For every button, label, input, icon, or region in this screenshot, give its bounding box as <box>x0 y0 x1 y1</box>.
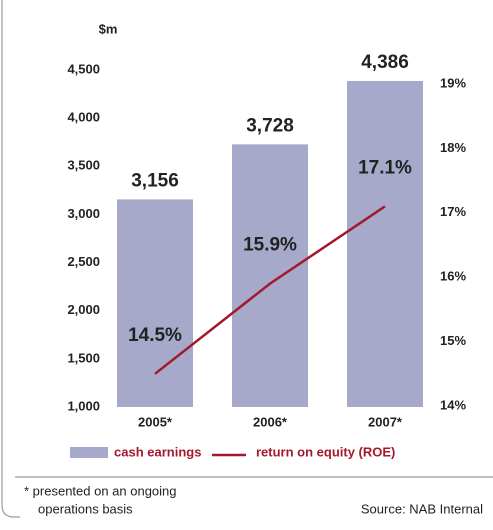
source: Source: NAB Internal <box>361 501 483 516</box>
y-tick-label: 1,500 <box>67 350 100 365</box>
y-tick-label: 2,000 <box>67 302 100 317</box>
line-value-label: 17.1% <box>358 157 412 178</box>
legend-label: return on equity (ROE) <box>256 444 395 459</box>
bar <box>117 199 193 407</box>
y2-tick-label: 17% <box>440 204 466 219</box>
y-tick-label: 3,000 <box>67 206 100 221</box>
y-tick-label: 3,500 <box>67 158 100 173</box>
y-tick-label: 4,500 <box>67 61 100 76</box>
bar <box>347 80 423 408</box>
y2-tick-label: 16% <box>440 269 466 284</box>
bar-value-label: 4,386 <box>361 52 409 73</box>
y-tick-label: 1,000 <box>67 398 100 413</box>
x-tick-label: 2005* <box>138 414 173 429</box>
bar <box>232 144 308 407</box>
x-tick-label: 2007* <box>368 414 403 429</box>
legend-label: cash earnings <box>114 444 201 459</box>
line-value-label: 14.5% <box>128 325 182 346</box>
line-value-label: 15.9% <box>243 235 297 256</box>
y-tick-label: 2,500 <box>67 254 100 269</box>
y2-tick-label: 19% <box>440 75 466 90</box>
line <box>154 205 386 375</box>
y-tick-label: 4,000 <box>67 110 100 125</box>
footnote: * presented on an ongoing <box>24 483 177 498</box>
y2-tick-label: 14% <box>440 397 466 412</box>
y-axis-label: $m <box>99 21 118 36</box>
bar-value-label: 3,728 <box>246 115 294 136</box>
x-tick-label: 2006* <box>253 414 288 429</box>
y2-tick-label: 15% <box>440 333 466 348</box>
frame <box>1 0 20 518</box>
y2-tick-label: 18% <box>440 140 466 155</box>
footnote: operations basis <box>38 501 133 516</box>
legend-swatch <box>70 447 108 458</box>
bar-value-label: 3,156 <box>131 170 179 191</box>
